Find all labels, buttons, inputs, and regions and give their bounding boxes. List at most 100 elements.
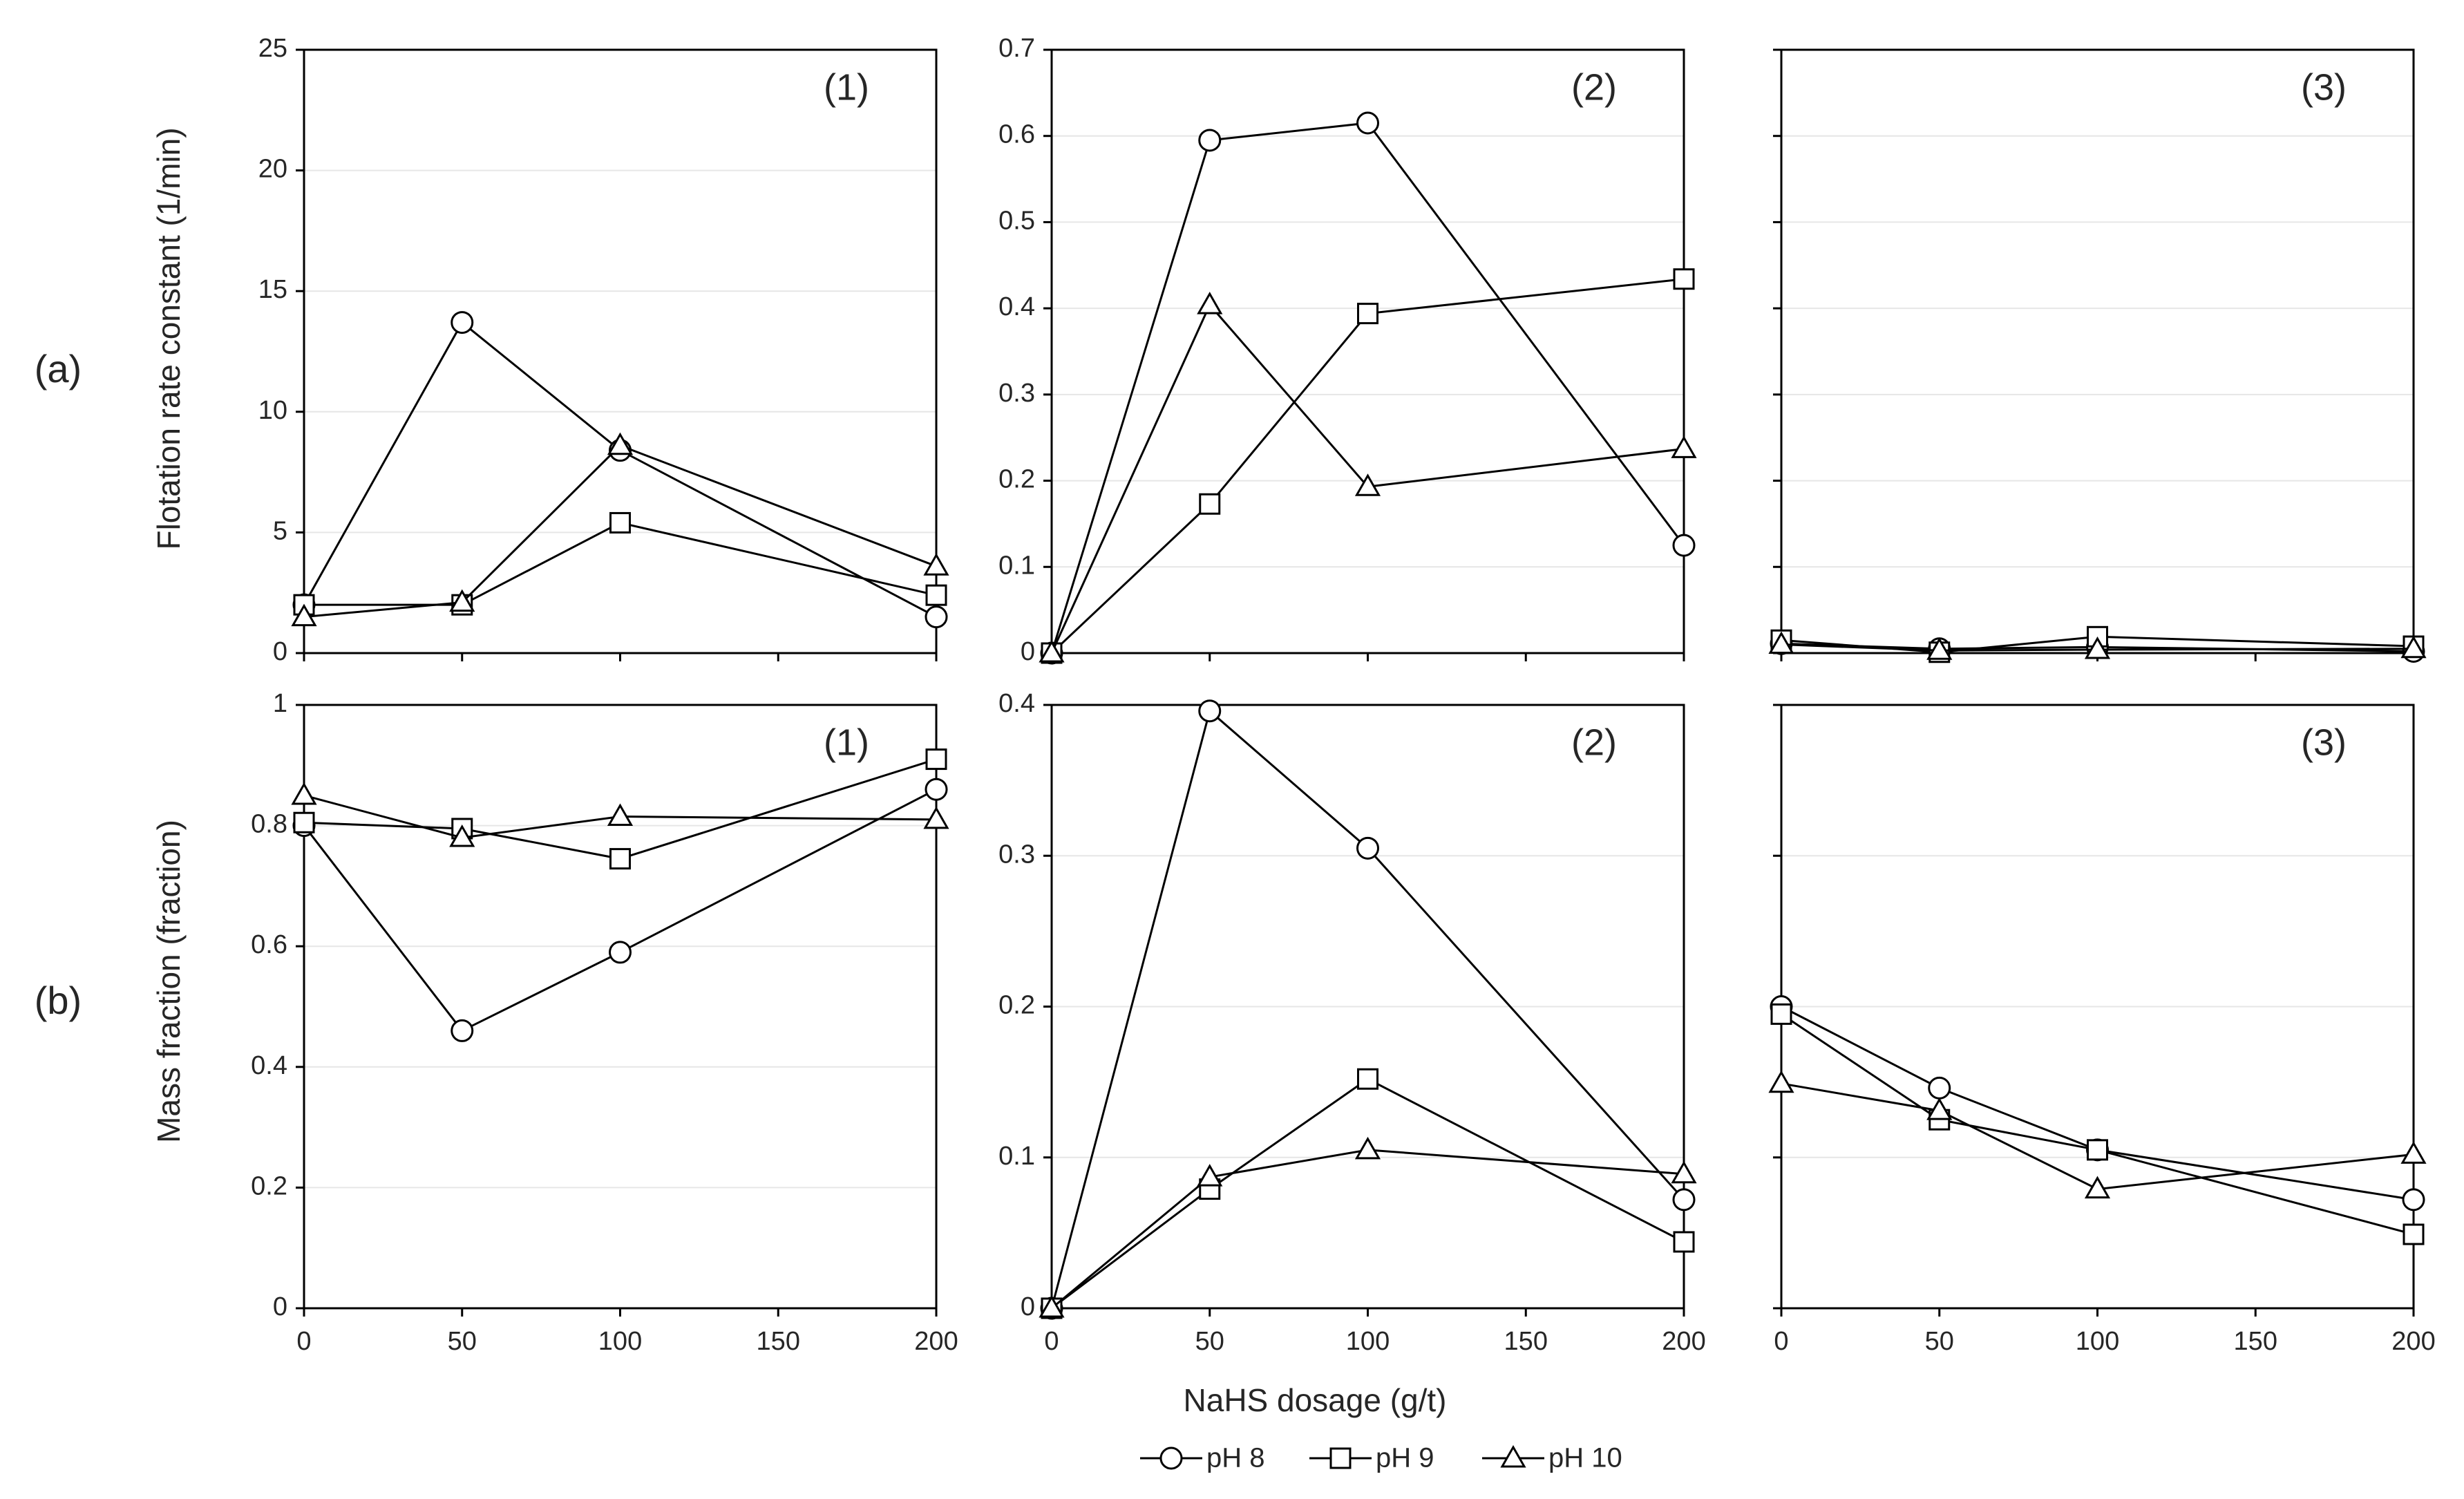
data-point-ph8 [1198, 129, 1222, 152]
x-tick-label: 50 [1195, 1327, 1224, 1356]
panel-a1: 0 5 10 15 20 25 (1) [258, 34, 949, 666]
triangle-marker [1500, 1444, 1526, 1468]
data-point-ph10 [2400, 635, 2427, 659]
panel-b3: 0 50 100 150 200 (3) [1768, 704, 2436, 1356]
legend-label-ph10: pH 10 [1548, 1443, 1622, 1473]
data-point-ph9 [1357, 1068, 1378, 1090]
y-tick-label: 0 [273, 1292, 287, 1321]
x-tick-label: 100 [598, 1327, 642, 1356]
series-line-ph10 [1781, 1082, 2414, 1191]
data-point-ph10 [923, 553, 949, 576]
y-tick-label: 10 [258, 396, 287, 425]
series-line-ph8 [1050, 709, 1685, 1309]
y-tick-label: 0 [1021, 1292, 1035, 1321]
data-point-ph10 [1671, 435, 1697, 458]
data-point-ph10 [449, 824, 475, 847]
data-point-ph10 [2400, 1141, 2427, 1164]
series-line-ph8 [1050, 122, 1685, 654]
data-point-ph10 [1768, 631, 1794, 654]
panel-a2: 0 0.1 0.2 0.3 0.4 0.5 0.6 0.7 (2) [998, 34, 1697, 666]
series-line-ph9 [304, 521, 937, 606]
series-line-ph10 [1050, 303, 1685, 654]
data-point-ph9 [609, 511, 631, 534]
row-label-b: (b) [35, 979, 82, 1022]
panel-label: (3) [2301, 66, 2347, 108]
data-point-ph8 [1672, 1188, 1696, 1212]
data-point-ph10 [291, 603, 317, 627]
data-point-ph10 [449, 589, 475, 612]
data-point-ph10 [1671, 1160, 1697, 1184]
data-point-ph8 [1928, 1076, 1951, 1100]
series-line-ph10 [303, 794, 937, 839]
data-point-ph10 [1926, 637, 1953, 660]
y-tick-label: 0.3 [998, 379, 1035, 408]
y-axis-title-bottom: Mass fraction (fraction) [151, 820, 187, 1143]
x-tick-label: 0 [296, 1327, 311, 1356]
x-tick-label: 150 [757, 1327, 800, 1356]
series-line-ph9 [1781, 635, 2414, 654]
y-tick-label: 5 [273, 516, 287, 545]
panel-label: (1) [824, 722, 869, 763]
data-point-ph9 [1357, 303, 1378, 325]
y-tick-label: 0.4 [998, 292, 1035, 321]
data-point-ph9 [925, 584, 947, 606]
y-tick-label: 0.2 [251, 1171, 287, 1200]
panel-label: (1) [824, 66, 869, 108]
x-tick-label: 200 [914, 1327, 958, 1356]
y-tick-label: 25 [258, 34, 287, 63]
data-point-ph9 [1199, 493, 1221, 515]
panel-label: (3) [2301, 722, 2347, 763]
data-point-ph10 [1768, 1070, 1794, 1093]
legend-item-ph9: pH 9 [1309, 1443, 1434, 1473]
panel-b1: 0 0.2 0.4 0.6 0.8 1 0 50 100 150 200 (1) [251, 689, 958, 1356]
x-tick-label: 150 [2234, 1327, 2277, 1356]
legend: pH 8 pH 9 pH 10 [1140, 1443, 1622, 1473]
data-point-ph8 [609, 941, 632, 964]
y-axis-title-top: Flotation rate constant (1/min) [151, 127, 187, 549]
square-marker [1329, 1447, 1352, 1469]
x-tick-label: 50 [448, 1327, 477, 1356]
y-tick-label: 0.5 [998, 206, 1035, 235]
y-tick-label: 0.7 [998, 34, 1035, 63]
y-tick-label: 0.8 [251, 810, 287, 839]
series-line-ph9 [1051, 1077, 1685, 1310]
series-line-ph10 [303, 444, 937, 619]
legend-item-ph10: pH 10 [1482, 1443, 1622, 1473]
series-line-ph10 [1781, 643, 2414, 652]
data-point-ph10 [1197, 292, 1223, 314]
panel-a3: (3) [1768, 48, 2427, 663]
data-point-ph9 [1673, 1231, 1695, 1253]
y-tick-label: 0 [273, 637, 287, 666]
data-point-ph8 [1198, 699, 1222, 723]
y-tick-label: 0 [1021, 637, 1035, 666]
y-tick-label: 0.4 [998, 689, 1035, 718]
data-point-ph10 [2084, 636, 2111, 659]
series-line-ph9 [303, 758, 937, 860]
data-point-ph8 [925, 777, 948, 801]
data-point-ph9 [293, 811, 315, 833]
series-line-ph9 [1050, 278, 1685, 654]
y-tick-label: 0.3 [998, 840, 1035, 869]
series-line-ph8 [1781, 1006, 2414, 1201]
data-point-ph8 [925, 605, 948, 629]
data-point-ph8 [2402, 1188, 2425, 1212]
data-point-ph10 [291, 782, 317, 805]
panel-label: (2) [1571, 66, 1617, 108]
data-point-ph9 [1673, 268, 1695, 290]
x-axis-title: NaHS dosage (g/t) [1184, 1382, 1447, 1418]
data-point-ph10 [1039, 1294, 1065, 1318]
data-point-ph9 [2403, 1223, 2425, 1245]
data-point-ph9 [609, 848, 631, 870]
data-point-ph10 [607, 803, 634, 827]
legend-label-ph9: pH 9 [1376, 1443, 1434, 1473]
series-line-ph8 [303, 321, 937, 618]
panel-label: (2) [1571, 722, 1617, 763]
data-point-ph10 [1926, 1097, 1953, 1120]
y-tick-label: 0.2 [998, 465, 1035, 494]
y-tick-label: 15 [258, 275, 287, 304]
data-point-ph8 [451, 311, 474, 334]
x-tick-label: 150 [1504, 1327, 1548, 1356]
row-label-a: (a) [35, 347, 82, 390]
y-tick-label: 0.2 [998, 991, 1035, 1020]
